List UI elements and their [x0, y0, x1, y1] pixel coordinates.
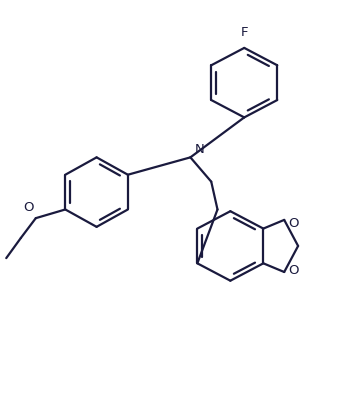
- Text: O: O: [288, 263, 299, 276]
- Text: N: N: [195, 142, 204, 155]
- Text: F: F: [240, 26, 248, 39]
- Text: O: O: [288, 217, 299, 230]
- Text: O: O: [24, 200, 34, 214]
